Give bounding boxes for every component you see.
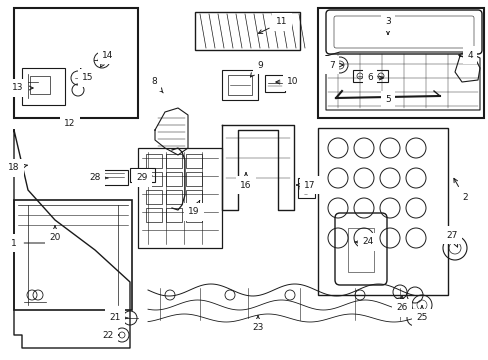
Text: 1: 1	[11, 238, 51, 248]
Text: 7: 7	[328, 60, 343, 69]
Bar	[30, 76, 50, 94]
Bar	[222, 70, 258, 100]
Text: 23: 23	[252, 316, 263, 333]
Bar	[297, 178, 314, 198]
Text: 2: 2	[453, 178, 467, 202]
Text: 26: 26	[395, 296, 407, 312]
Bar	[146, 208, 162, 222]
Bar	[185, 154, 202, 168]
Text: 5: 5	[385, 95, 390, 104]
Text: 3: 3	[385, 18, 390, 34]
Bar	[22, 68, 65, 105]
Bar	[165, 208, 182, 222]
Text: 24: 24	[354, 238, 373, 247]
Bar	[227, 75, 251, 95]
Bar	[146, 154, 162, 168]
Bar	[165, 172, 182, 186]
Text: 4: 4	[458, 50, 472, 59]
Text: 13: 13	[12, 84, 33, 93]
Text: 16: 16	[240, 173, 251, 189]
Bar	[146, 190, 162, 204]
Bar	[165, 190, 182, 204]
Bar	[317, 8, 483, 118]
Text: 9: 9	[250, 60, 263, 77]
Text: 12: 12	[64, 119, 76, 129]
Bar	[14, 200, 132, 310]
Text: 11: 11	[258, 18, 287, 33]
Text: 15: 15	[81, 69, 94, 82]
Text: 19: 19	[188, 201, 200, 216]
Bar	[317, 128, 447, 295]
Bar	[130, 168, 155, 182]
Bar	[88, 170, 128, 185]
Bar	[195, 12, 299, 50]
Bar	[14, 8, 138, 118]
Text: 14: 14	[101, 50, 113, 67]
Text: 20: 20	[49, 226, 61, 243]
Text: 8: 8	[151, 77, 163, 93]
Text: 25: 25	[415, 306, 427, 323]
Text: 28: 28	[89, 174, 108, 183]
Text: 17: 17	[296, 180, 315, 189]
Text: 27: 27	[446, 230, 457, 247]
Bar	[347, 228, 373, 272]
Text: 18: 18	[8, 163, 27, 172]
Bar	[146, 172, 162, 186]
Text: 6: 6	[366, 73, 383, 82]
Bar	[165, 154, 182, 168]
Bar	[138, 148, 222, 248]
Bar	[264, 75, 285, 92]
Bar	[185, 208, 202, 222]
Text: 10: 10	[275, 77, 298, 86]
Bar	[185, 190, 202, 204]
Bar	[352, 70, 387, 82]
Text: 21: 21	[109, 314, 128, 323]
Text: 29: 29	[136, 174, 147, 183]
Bar	[185, 172, 202, 186]
Text: 22: 22	[102, 330, 119, 339]
